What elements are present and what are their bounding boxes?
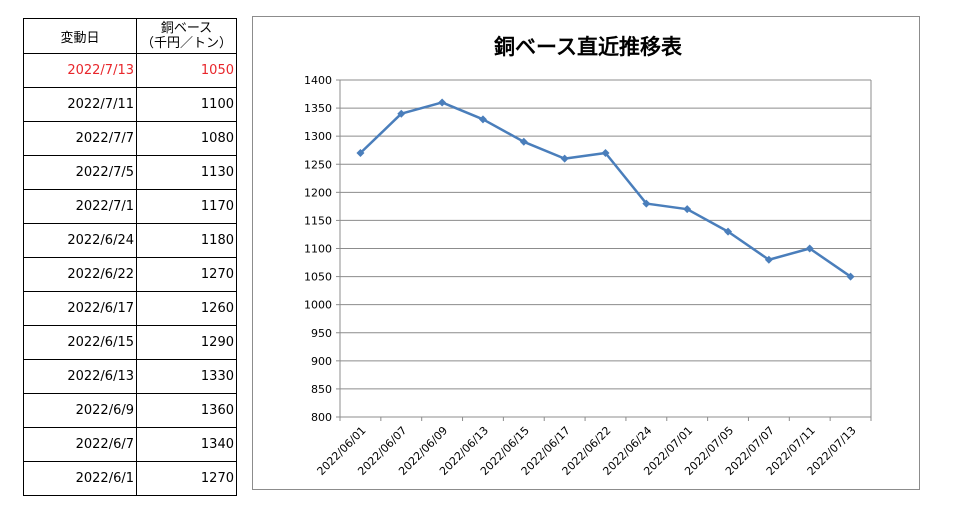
table-row: 2022/6/17 1260 [23,292,237,326]
table-row: 2022/7/5 1130 [23,156,237,190]
data-point-marker [397,109,406,118]
data-point-marker [560,154,569,163]
row-date: 2022/7/11 [24,88,137,121]
table-body: 2022/7/13 1050 2022/7/11 1100 2022/7/7 1080 20… [23,54,237,496]
y-tick-label: 1250 [304,158,332,171]
header-copper-base: 銅ベース （千円／トン） [137,19,236,53]
row-date: 2022/6/7 [24,428,137,461]
row-date: 2022/6/24 [24,224,137,257]
header-copper-base-line1: 銅ベース [160,21,213,36]
row-date: 2022/6/1 [24,462,137,495]
table-row: 2022/6/1 1270 [23,462,237,496]
row-date: 2022/7/7 [24,122,137,155]
y-tick-label: 800 [311,411,332,424]
table-row: 2022/6/9 1360 [23,394,237,428]
row-date: 2022/7/5 [24,156,137,189]
y-tick-label: 1050 [304,271,332,284]
data-point-marker [724,227,733,236]
table-row: 2022/7/11 1100 [23,88,237,122]
row-value: 1360 [200,403,234,418]
y-tick-label: 1400 [304,74,332,87]
data-point-marker [805,244,814,253]
y-axis-ticks: 800 850 900 950 1000 1050 1100 1150 1200 1250 1300… [304,74,332,424]
table-row: 2022/6/7 1340 [23,428,237,462]
table-row: 2022/6/24 1180 [23,224,237,258]
line-chart: 銅ベース直近推移表 800 850 900 950 1000 1050 1100 1150 12… [304,35,872,478]
table-row: 2022/6/13 1330 [23,360,237,394]
series-line [359,101,852,278]
row-value: 1340 [200,437,234,452]
row-date: 2022/6/17 [24,292,137,325]
series-polyline [359,101,852,278]
row-date: 2022/7/13 [24,54,137,87]
row-date: 2022/6/9 [24,394,137,427]
chart-area: 銅ベース直近推移表 800 850 900 950 1000 1050 1100 1150 12… [252,16,920,490]
table-row: 2022/7/1 1170 [23,190,237,224]
table-row: 2022/7/13 1050 [23,54,237,88]
data-point-marker [683,205,692,214]
data-point-marker [438,98,447,107]
series-markers [356,98,855,281]
row-value: 1100 [200,97,234,112]
table-row: 2022/6/15 1290 [23,326,237,360]
grid-lines [336,79,872,421]
table-header-row: 変動日 銅ベース （千円／トン） [23,18,237,54]
row-value: 1270 [200,267,234,282]
y-tick-label: 1150 [304,214,332,227]
data-point-marker [846,272,855,281]
row-date: 2022/6/13 [24,360,137,393]
row-date: 2022/6/15 [24,326,137,359]
header-date: 変動日 [24,19,137,53]
table-row: 2022/6/22 1270 [23,258,237,292]
row-date: 2022/7/1 [24,190,137,223]
table-row: 2022/7/7 1080 [23,122,237,156]
row-value: 1260 [200,301,234,316]
data-point-marker [642,199,651,208]
y-tick-label: 1200 [304,186,332,199]
row-value: 1080 [200,131,234,146]
header-copper-base-unit: （千円／トン） [140,36,232,51]
row-date: 2022/6/22 [24,258,137,291]
copper-base-table: 変動日 銅ベース （千円／トン） 2022/7/13 1050 2022/7/11 1… [23,18,237,496]
row-value: 1170 [200,199,234,214]
row-value: 1330 [200,369,234,384]
x-axis-ticks: 2022/06/012022/06/072022/06/092022/06/13… [315,424,859,478]
data-point-marker [601,149,610,158]
y-tick-label: 1100 [304,243,332,256]
data-point-marker [764,255,773,264]
y-tick-label: 1000 [304,299,332,312]
row-value: 1180 [200,233,234,248]
row-value: 1290 [200,335,234,350]
y-tick-label: 950 [311,327,332,340]
y-tick-label: 1350 [304,102,332,115]
y-tick-label: 850 [311,383,332,396]
data-point-marker [519,137,528,146]
data-point-marker [356,149,365,158]
chart-title: 銅ベース直近推移表 [494,35,683,59]
y-tick-label: 1300 [304,130,332,143]
data-point-marker [478,115,487,124]
y-tick-label: 900 [311,355,332,368]
row-value: 1050 [200,63,234,78]
row-value: 1270 [200,471,234,486]
row-value: 1130 [200,165,234,180]
